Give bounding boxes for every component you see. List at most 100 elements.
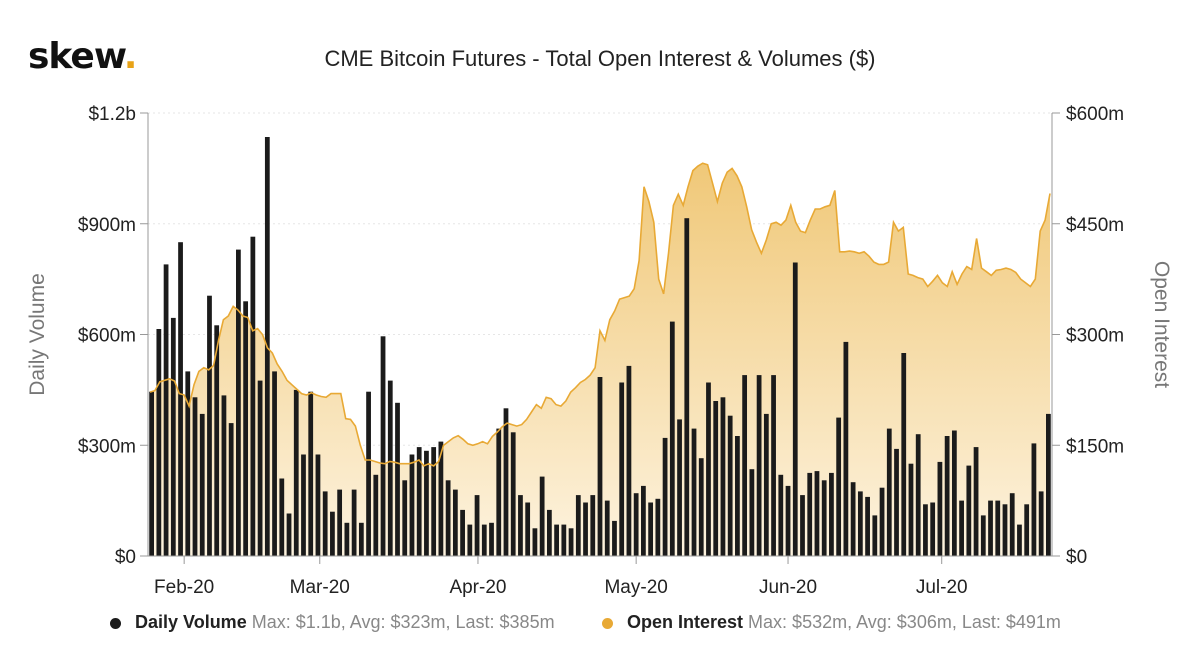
volume-bar <box>988 500 993 556</box>
volume-bar <box>192 397 198 556</box>
volume-bar <box>626 365 632 556</box>
open-interest-area <box>150 163 1050 556</box>
legend-stats: Max: $532m, Avg: $306m, Last: $491m <box>748 612 1061 632</box>
volume-bar <box>532 528 538 556</box>
x-tick-label: Jun-20 <box>759 577 817 598</box>
axes <box>140 112 1060 564</box>
volume-bar <box>525 502 531 556</box>
volume-bar <box>894 448 899 556</box>
volume-bar <box>330 511 335 556</box>
volume-bar <box>554 524 559 556</box>
volume-bar <box>424 450 429 556</box>
volume-bar <box>279 478 285 556</box>
volume-bar <box>980 515 986 556</box>
volume-bar <box>662 437 668 556</box>
volume-bar <box>546 509 552 556</box>
volume-bar <box>481 524 487 556</box>
volume-bar <box>763 413 769 556</box>
volume-bar <box>923 504 928 556</box>
volume-bar <box>293 389 299 556</box>
volume-bar <box>720 397 726 556</box>
legend-open-interest[interactable]: Open Interest Max: $532m, Avg: $306m, La… <box>602 612 1061 633</box>
skew-logo[interactable]: skew. <box>28 36 138 77</box>
volume-bar <box>214 325 220 556</box>
volume-bar <box>474 495 480 556</box>
legend-name: Daily Volume <box>135 612 247 632</box>
volume-bar <box>857 491 863 556</box>
volume-bar <box>814 471 820 556</box>
volume-bar <box>438 441 444 556</box>
logo-dot: . <box>123 36 138 77</box>
open-interest-line <box>149 162 1051 467</box>
legend-name: Open Interest <box>627 612 744 632</box>
volume-bar <box>351 489 357 556</box>
volume-bar <box>836 417 842 556</box>
volume-bar <box>727 415 733 556</box>
tick-labels: $0 $300m $600m $900m $1.2b $0 $150m $300m $450m $… <box>78 104 1124 598</box>
volume-bar <box>445 480 451 556</box>
volume-bar <box>539 476 545 556</box>
volume-bar <box>778 474 784 556</box>
y-tick-label-right: $150m <box>1066 436 1124 457</box>
x-tick-label: Feb-20 <box>154 577 214 598</box>
volume-bar <box>221 395 227 556</box>
volume-bar <box>655 498 661 556</box>
volume-bar <box>257 380 263 556</box>
volume-bar <box>973 447 979 556</box>
y-axis-label-left: Daily Volume <box>26 273 49 396</box>
volume-bar <box>944 436 950 556</box>
volume-bar <box>1009 493 1015 556</box>
volume-bar <box>387 380 393 556</box>
volume-bar <box>431 447 437 556</box>
volume-bar <box>583 502 588 556</box>
volume-bar <box>170 317 176 556</box>
volume-bar <box>937 461 943 556</box>
volume-bar <box>1002 504 1008 556</box>
volume-bar <box>821 480 827 556</box>
volume-bar <box>243 301 249 556</box>
volume-bar <box>286 513 292 556</box>
volume-bar <box>467 524 473 556</box>
volume-bar <box>568 528 574 556</box>
volume-bar <box>735 436 740 556</box>
volume-bar <box>756 375 762 556</box>
volume-bar <box>669 321 675 556</box>
volume-bar <box>207 295 212 556</box>
volume-bar <box>612 520 617 556</box>
legend-bullet-icon <box>602 617 613 629</box>
volume-bar <box>886 428 892 556</box>
volume-bar <box>199 413 205 556</box>
volume-bar <box>1031 443 1037 556</box>
volume-bar <box>373 474 379 556</box>
volume-bar <box>951 430 957 556</box>
volume-bar <box>178 242 183 556</box>
volume-bar <box>236 249 241 556</box>
volume-bar <box>1046 413 1051 556</box>
legend-stats: Max: $1.1b, Avg: $323m, Last: $385m <box>251 612 555 632</box>
x-tick-label: Mar-20 <box>290 577 350 598</box>
x-tick-label: May-20 <box>604 577 667 598</box>
y-tick-label-right: $300m <box>1066 326 1124 347</box>
y-tick-label-left: $600m <box>78 326 136 347</box>
legend-daily-volume[interactable]: Daily Volume Max: $1.1b, Avg: $323m, Las… <box>110 612 555 633</box>
volume-bar <box>503 408 509 556</box>
volume-bar <box>713 401 719 556</box>
volume-bar <box>344 522 350 556</box>
volume-bar <box>163 264 169 556</box>
volume-bar <box>604 500 610 556</box>
volume-bar <box>395 402 400 556</box>
volume-bar <box>402 480 408 556</box>
volume-bar <box>337 489 343 556</box>
volume-bar <box>966 465 972 556</box>
y-tick-label-right: $0 <box>1066 547 1087 568</box>
volume-bar <box>416 447 422 556</box>
volume-bar <box>843 341 849 556</box>
volume-bar <box>366 391 371 556</box>
volume-bar <box>807 472 813 556</box>
volume-bar <box>272 371 277 556</box>
volume-bar <box>879 487 885 556</box>
volume-bar <box>250 236 256 556</box>
daily-volume-bars <box>149 137 1051 556</box>
volume-bar <box>452 489 458 556</box>
